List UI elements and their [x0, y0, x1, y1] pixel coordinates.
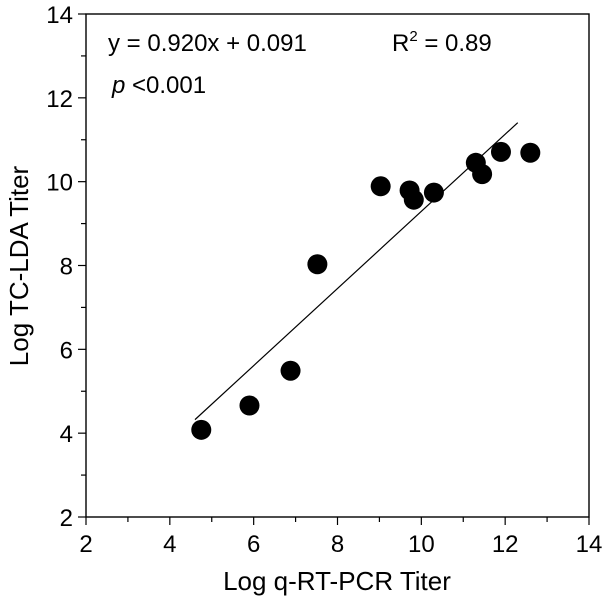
p-symbol: p	[111, 72, 125, 99]
data-point	[239, 395, 260, 416]
x-tick-label: 4	[163, 531, 176, 558]
x-tick-label: 10	[408, 531, 435, 558]
data-point	[307, 254, 328, 275]
x-tick-label: 14	[576, 531, 603, 558]
data-point	[472, 164, 493, 185]
r-squared-annotation: R2 = 0.89	[392, 28, 492, 57]
y-tick-label: 10	[46, 170, 73, 197]
r-squared-exponent: 2	[409, 28, 417, 45]
data-point	[423, 182, 444, 203]
y-tick-label: 2	[60, 505, 73, 532]
r-squared-value: = 0.89	[418, 30, 492, 57]
y-tick-label: 4	[60, 421, 73, 448]
x-axis-ticks	[85, 517, 590, 525]
y-tick-label: 12	[46, 86, 73, 113]
y-tick-label: 14	[46, 2, 73, 29]
data-point	[403, 189, 424, 210]
y-axis-label: Log TC-LDA Titer	[4, 165, 34, 366]
y-tick-label: 6	[60, 337, 73, 364]
y-tick-label: 8	[60, 254, 73, 281]
p-value-annotation: p <0.001	[111, 72, 206, 99]
x-tick-label: 8	[331, 531, 344, 558]
data-point	[520, 142, 541, 163]
x-tick-label: 12	[492, 531, 519, 558]
data-point	[370, 176, 391, 197]
data-points	[191, 141, 541, 440]
data-point	[490, 141, 511, 162]
r-squared-prefix: R	[392, 30, 409, 57]
x-axis-tick-labels: 2 4 6 8 10 12 14	[79, 531, 602, 558]
p-value: <0.001	[125, 72, 206, 99]
x-axis-label: Log q-RT-PCR Titer	[223, 566, 451, 596]
data-point	[280, 360, 301, 381]
y-axis-tick-labels: 2 4 6 8 10 12 14	[46, 2, 73, 532]
x-tick-label: 6	[247, 531, 260, 558]
regression-line	[194, 122, 519, 421]
y-axis-ticks	[78, 13, 86, 518]
regression-equation: y = 0.920x + 0.091	[108, 30, 307, 57]
data-point	[191, 419, 212, 440]
x-tick-label: 2	[79, 531, 92, 558]
